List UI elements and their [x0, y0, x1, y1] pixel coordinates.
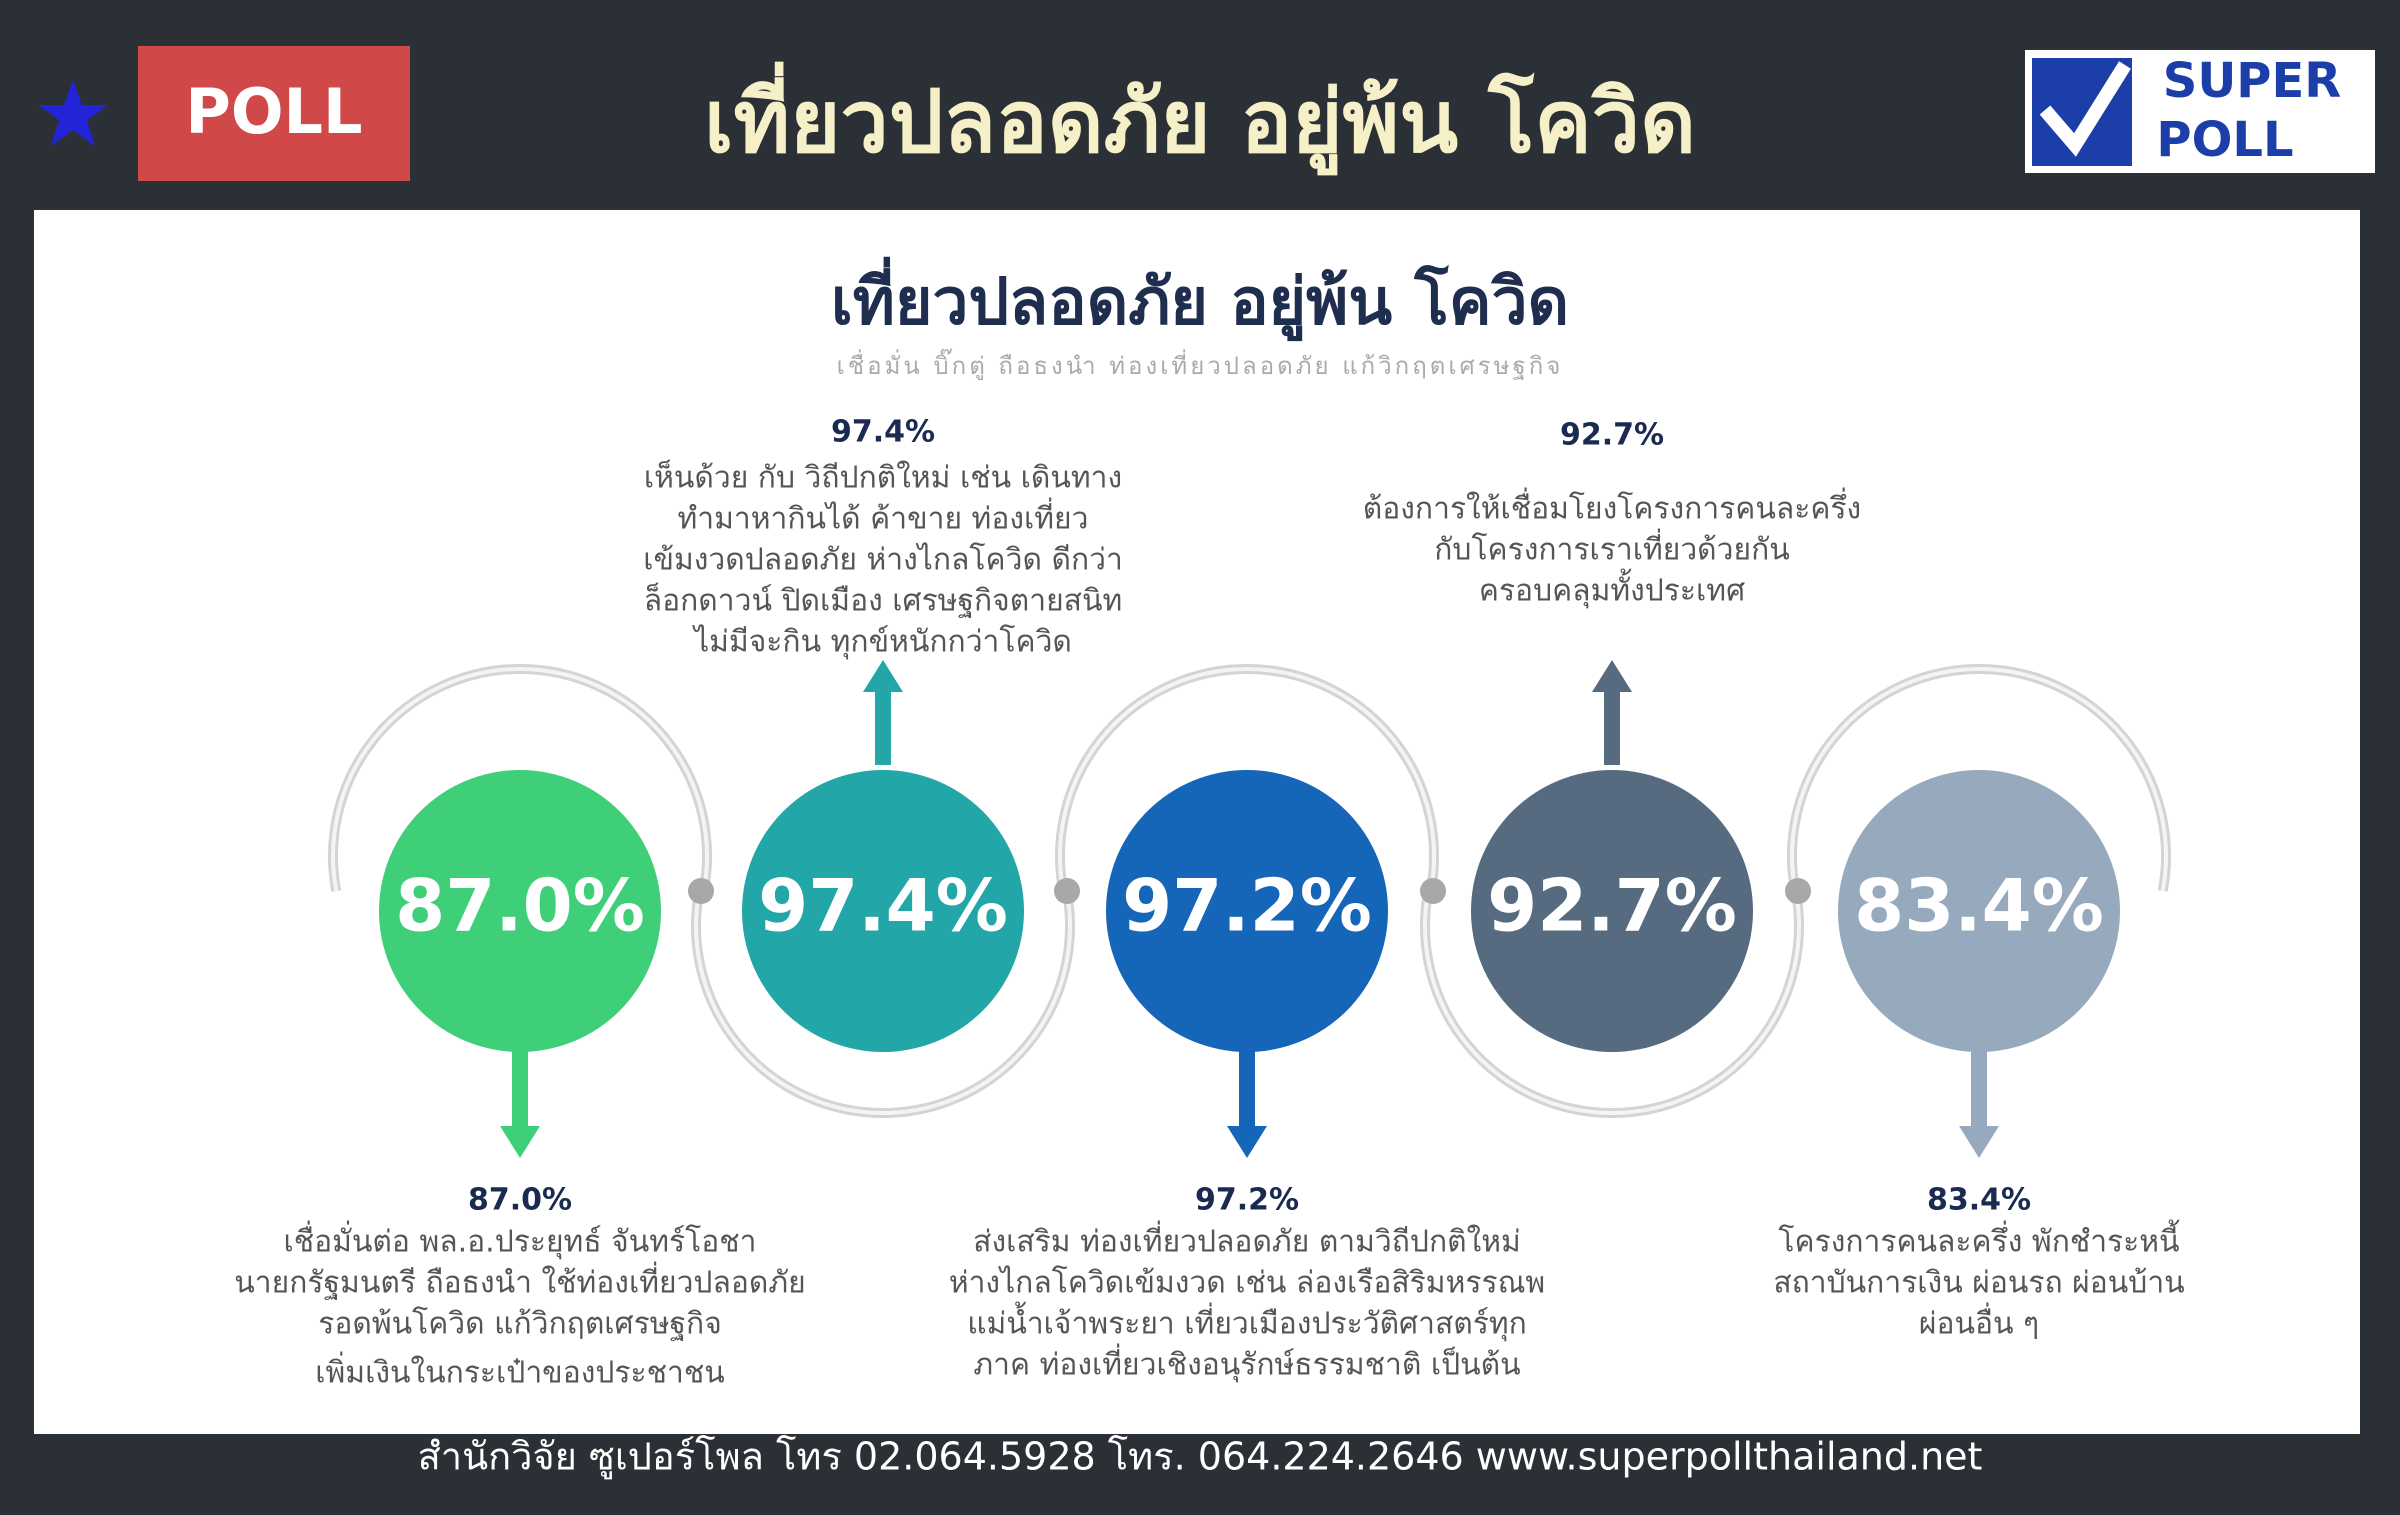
ring-inner [331, 666, 709, 892]
item-line: เพิ่มเงินในกระเป๋าของประชาชน [315, 1352, 724, 1391]
arrow-shaft [1971, 1048, 1987, 1128]
circle-value: 92.7% [1487, 864, 1737, 948]
item-line: ห่างไกลโควิดเข้มงวด เช่น ล่องเรือสิริมหร… [949, 1265, 1545, 1301]
item-heading: 87.0% [468, 1183, 572, 1218]
ring-joint [1785, 878, 1811, 904]
circle-value: 97.2% [1122, 864, 1372, 948]
circle-value: 97.4% [758, 864, 1008, 948]
item-line: ครอบคลุมทั้งประเทศ [1479, 569, 1745, 610]
arrow-head [1592, 660, 1632, 692]
logo-check [2039, 61, 2131, 157]
item-line: กับโครงการเราเที่ยวด้วยกัน [1434, 529, 1790, 568]
ring-joint [1420, 878, 1446, 904]
item-line: นายกรัฐมนตรี ถือธงนำ ใช้ท่องเที่ยวปลอดภั… [234, 1262, 805, 1301]
ring-inner [1058, 666, 1436, 892]
arrow-head [500, 1126, 540, 1158]
item-line: ไม่มีจะกิน ทุกข์หนักกว่าโควิด [692, 624, 1072, 661]
item-line: เห็นด้วย กับ วิถีปกติใหม่ เช่น เดินทาง [644, 459, 1122, 496]
circle-value: 83.4% [1854, 864, 2104, 948]
value-circle [742, 770, 1024, 1052]
footer: สำนักวิจัย ซูเปอร์โพล โทร 02.064.5928 โท… [418, 1435, 1983, 1480]
header-title: เที่ยวปลอดภัย อยู่พ้น โควิด [704, 60, 1696, 175]
panel-subtitle: เชื่อมั่น บิ๊กตู่ ถือธงนำ ท่องเที่ยวปลอด… [837, 348, 1564, 381]
item-line: เข้มงวดปลอดภัย ห่างไกลโควิด ดีกว่า [643, 542, 1123, 578]
item-line: ล็อกดาวน์ ปิดเมือง เศรษฐกิจตายสนิท [644, 582, 1123, 619]
ring-inner [694, 890, 1072, 1116]
arrow-shaft [512, 1048, 528, 1128]
item-line: แม่น้ำเจ้าพระยา เที่ยวเมืองประวัติศาสตร์… [967, 1302, 1527, 1343]
ring-joint [688, 878, 714, 904]
arrow-head [863, 660, 903, 692]
ring-inner [1790, 666, 2168, 892]
item-heading: 92.7% [1560, 418, 1664, 453]
value-circle [1106, 770, 1388, 1052]
arrow-shaft [875, 690, 891, 765]
value-circle [1838, 770, 2120, 1052]
poll-badge [138, 46, 410, 181]
item-line: ภาค ท่องเที่ยวเชิงอนุรักษ์ธรรมชาติ เป็นต… [973, 1344, 1520, 1384]
item-line: เชื่อมั่นต่อ พล.อ.ประยุทธ์ จันทร์โอชา [284, 1221, 757, 1261]
item-line: รอดพ้นโควิด แก้วิกฤตเศรษฐกิจ [318, 1306, 722, 1342]
value-circle [379, 770, 661, 1052]
arrow-head [1227, 1126, 1267, 1158]
panel-title: เที่ยวปลอดภัย อยู่พ้น โควิด [831, 257, 1569, 342]
star [38, 80, 108, 146]
arrow-head [1959, 1126, 1999, 1158]
item-line: ทำมาหากินได้ ค้าขาย ท่องเที่ยว [678, 498, 1089, 537]
item-line: ผ่อนอื่น ๆ [1919, 1303, 2039, 1342]
logo-text: POLL [2156, 112, 2293, 168]
badge-text: POLL [185, 75, 362, 148]
item-heading: 83.4% [1927, 1183, 2031, 1218]
arrow-shaft [1239, 1048, 1255, 1128]
item-heading: 97.2% [1195, 1183, 1299, 1218]
ring-inner [1423, 890, 1801, 1116]
item-heading: 97.4% [831, 415, 935, 450]
logo-text: SUPER [2163, 53, 2341, 109]
item-line: ส่งเสริม ท่องเที่ยวปลอดภัย ตามวิถีปกติให… [973, 1221, 1521, 1260]
item-line: โครงการคนละครึ่ง พักชำระหนี้ [1778, 1220, 2179, 1260]
value-circle [1471, 770, 1753, 1052]
ring-joint [1054, 878, 1080, 904]
circle-value: 87.0% [395, 864, 645, 948]
arrow-shaft [1604, 690, 1620, 765]
item-line: ต้องการให้เชื่อมโยงโครงการคนละครึ่ง [1363, 488, 1861, 527]
item-line: สถาบันการเงิน ผ่อนรถ ผ่อนบ้าน [1773, 1266, 2184, 1301]
